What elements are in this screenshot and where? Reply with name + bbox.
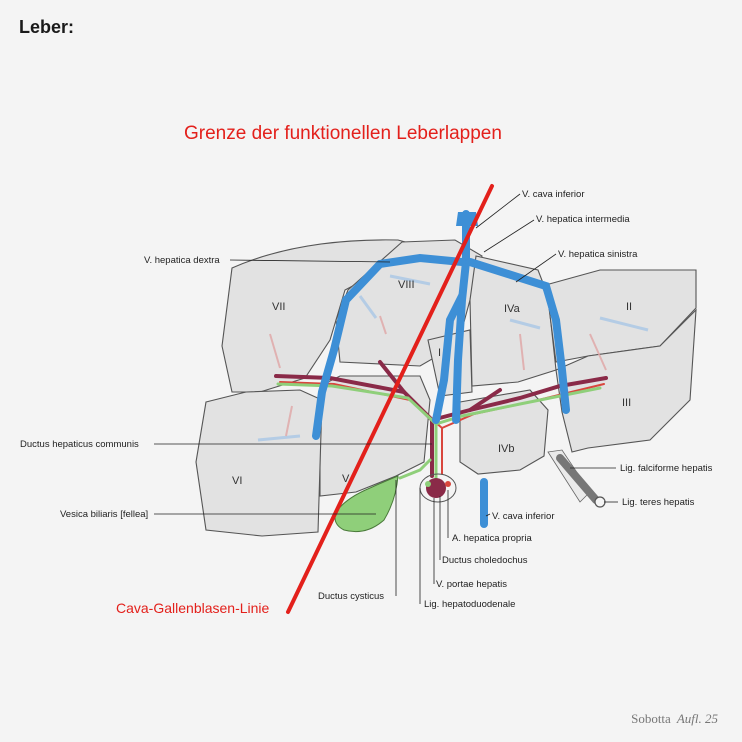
segment-label-ii: II [626,301,632,313]
segment-label-vi: VI [232,475,242,487]
label-v-cava-inferior-bottom: V. cava inferior [492,511,555,522]
segment-label-i: I [438,347,441,359]
leader-lines [154,193,618,604]
artery-cross-section [445,481,451,487]
segment-vi-block [195,389,323,537]
label-v-cava-inferior-top: V. cava inferior [522,189,585,200]
falciform-ligament-shape [547,449,591,503]
segment-label-v: V [342,473,350,485]
credit-name: Sobotta [631,711,671,726]
faint-portal [269,315,607,437]
credit: Sobotta Aufl. 25 [631,711,718,727]
segment-label-iva: IVa [504,303,521,315]
red-line-label: Cava-Gallenblasen-Linie [116,600,270,616]
gallbladder [334,475,399,533]
v-hepatica-intermedia [432,292,466,424]
label-v-portae: V. portae hepatis [436,579,507,590]
label-lig-falciforme: Lig. falciforme hepatis [620,463,713,474]
bile-duct-branches [276,382,602,482]
segment-vii-block [221,239,422,393]
page-title: Leber: [19,17,75,37]
segment-label-vii: VII [272,301,285,313]
bile-duct-cross-section [425,481,431,487]
label-a-hepatica-propria: A. hepatica propria [452,533,532,544]
label-ductus-hepaticus-communis: Ductus hepaticus communis [20,439,139,450]
label-lig-teres: Lig. teres hepatis [622,497,695,508]
label-lig-hepatoduodenale: Lig. hepatoduodenale [424,599,515,610]
v-hepatica-dextra [312,253,466,440]
cava-gallbladder-line [286,184,494,614]
lig-teres-cord [556,454,600,504]
label-v-hepatica-intermedia: V. hepatica intermedia [536,214,630,225]
lig-teres-end [594,496,606,508]
liver-segments [195,239,697,537]
label-vesica-biliaris: Vesica biliaris [fellea] [60,509,148,520]
segment-label-viii: VIII [398,279,415,291]
portal-vein-cross-section [426,478,446,498]
label-v-hepatica-dextra: V. hepatica dextra [144,255,220,266]
hepatic-veins [312,210,570,528]
label-ductus-choledochus: Ductus choledochus [442,555,528,566]
diagram-heading: Grenze der funktionellen Leberlappen [184,123,502,144]
label-v-hepatica-sinistra: V. hepatica sinistra [558,249,638,260]
segment-label-iii: III [622,397,631,409]
segment-v-block [319,375,431,497]
v-hepatica-sinistra [466,258,570,414]
faint-vessels [257,274,649,442]
segment-iii-block [555,308,697,453]
label-ductus-cysticus: Ductus cysticus [318,591,384,602]
credit-edition: Aufl. 25 [676,711,718,726]
segment-label-ivb: IVb [498,443,515,455]
